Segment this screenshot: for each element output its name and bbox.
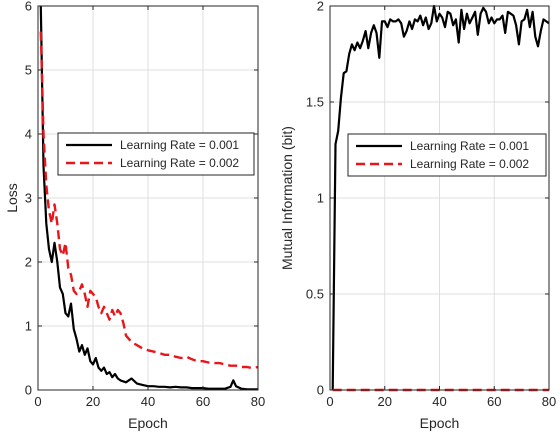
loss-y-tick-label-5: 5: [25, 63, 32, 78]
mi-x-tick-label-2: 40: [432, 394, 446, 409]
loss-legend-label-1: Learning Rate = 0.001: [120, 138, 239, 152]
mi-legend-box: [347, 133, 547, 177]
loss-x-tick-label-2: 40: [141, 394, 155, 409]
loss-x-tick-label-4: 80: [251, 394, 265, 409]
loss-x-axis-label: Epoch: [128, 415, 168, 431]
loss-legend-label-2: Learning Rate = 0.002: [120, 156, 239, 170]
loss-y-axis-label: Loss: [4, 183, 20, 213]
mi-y-tick-label-2: 1: [317, 191, 324, 206]
mi-y-tick-label-3: 1.5: [306, 95, 324, 110]
mi-legend-label-1: Learning Rate = 0.001: [410, 139, 529, 153]
mi-legend-label-2: Learning Rate = 0.002: [410, 157, 529, 171]
mi-x-tick-label-1: 20: [378, 394, 392, 409]
mi-series-line-1: [331, 4, 550, 391]
loss-y-tick-label-3: 3: [25, 191, 32, 206]
loss-panel: 0 20 40 60 80 0 1 2 3 4 5 6 Epoch Loss Learning Rate =…: [4, 0, 265, 431]
loss-legend: Learning Rate = 0.001 Learning Rate = 0.0…: [57, 132, 255, 176]
mi-x-tick-label-4: 80: [542, 394, 556, 409]
mutual-information-panel: 0 20 40 60 80 0 0.5 1 1.5 2 Epoch Mutual Informatio…: [279, 0, 556, 431]
loss-legend-box: [57, 132, 255, 176]
mi-y-axis-label: Mutual Information (bit): [279, 126, 295, 270]
mi-y-tick-label-0: 0: [317, 383, 324, 398]
loss-x-tick-label-1: 20: [86, 394, 100, 409]
loss-series-line-1: [39, 5, 258, 391]
mi-x-tick-label-0: 0: [326, 394, 333, 409]
loss-x-tick-label-0: 0: [34, 394, 41, 409]
mi-y-tick-label-1: 0.5: [306, 287, 324, 302]
loss-y-tick-label-4: 4: [25, 127, 32, 142]
mi-y-tick-label-4: 2: [317, 0, 324, 14]
mi-legend: Learning Rate = 0.001 Learning Rate = 0.0…: [347, 133, 547, 177]
loss-y-tick-label-1: 1: [25, 319, 32, 334]
loss-y-tick-label-0: 0: [25, 383, 32, 398]
loss-y-tick-label-2: 2: [25, 255, 32, 270]
mi-x-axis-label: Epoch: [420, 415, 460, 431]
loss-series-line-2: [39, 31, 259, 370]
loss-y-tick-label-6: 6: [25, 0, 32, 14]
loss-x-tick-label-3: 60: [196, 394, 210, 409]
mi-x-tick-label-3: 60: [487, 394, 501, 409]
